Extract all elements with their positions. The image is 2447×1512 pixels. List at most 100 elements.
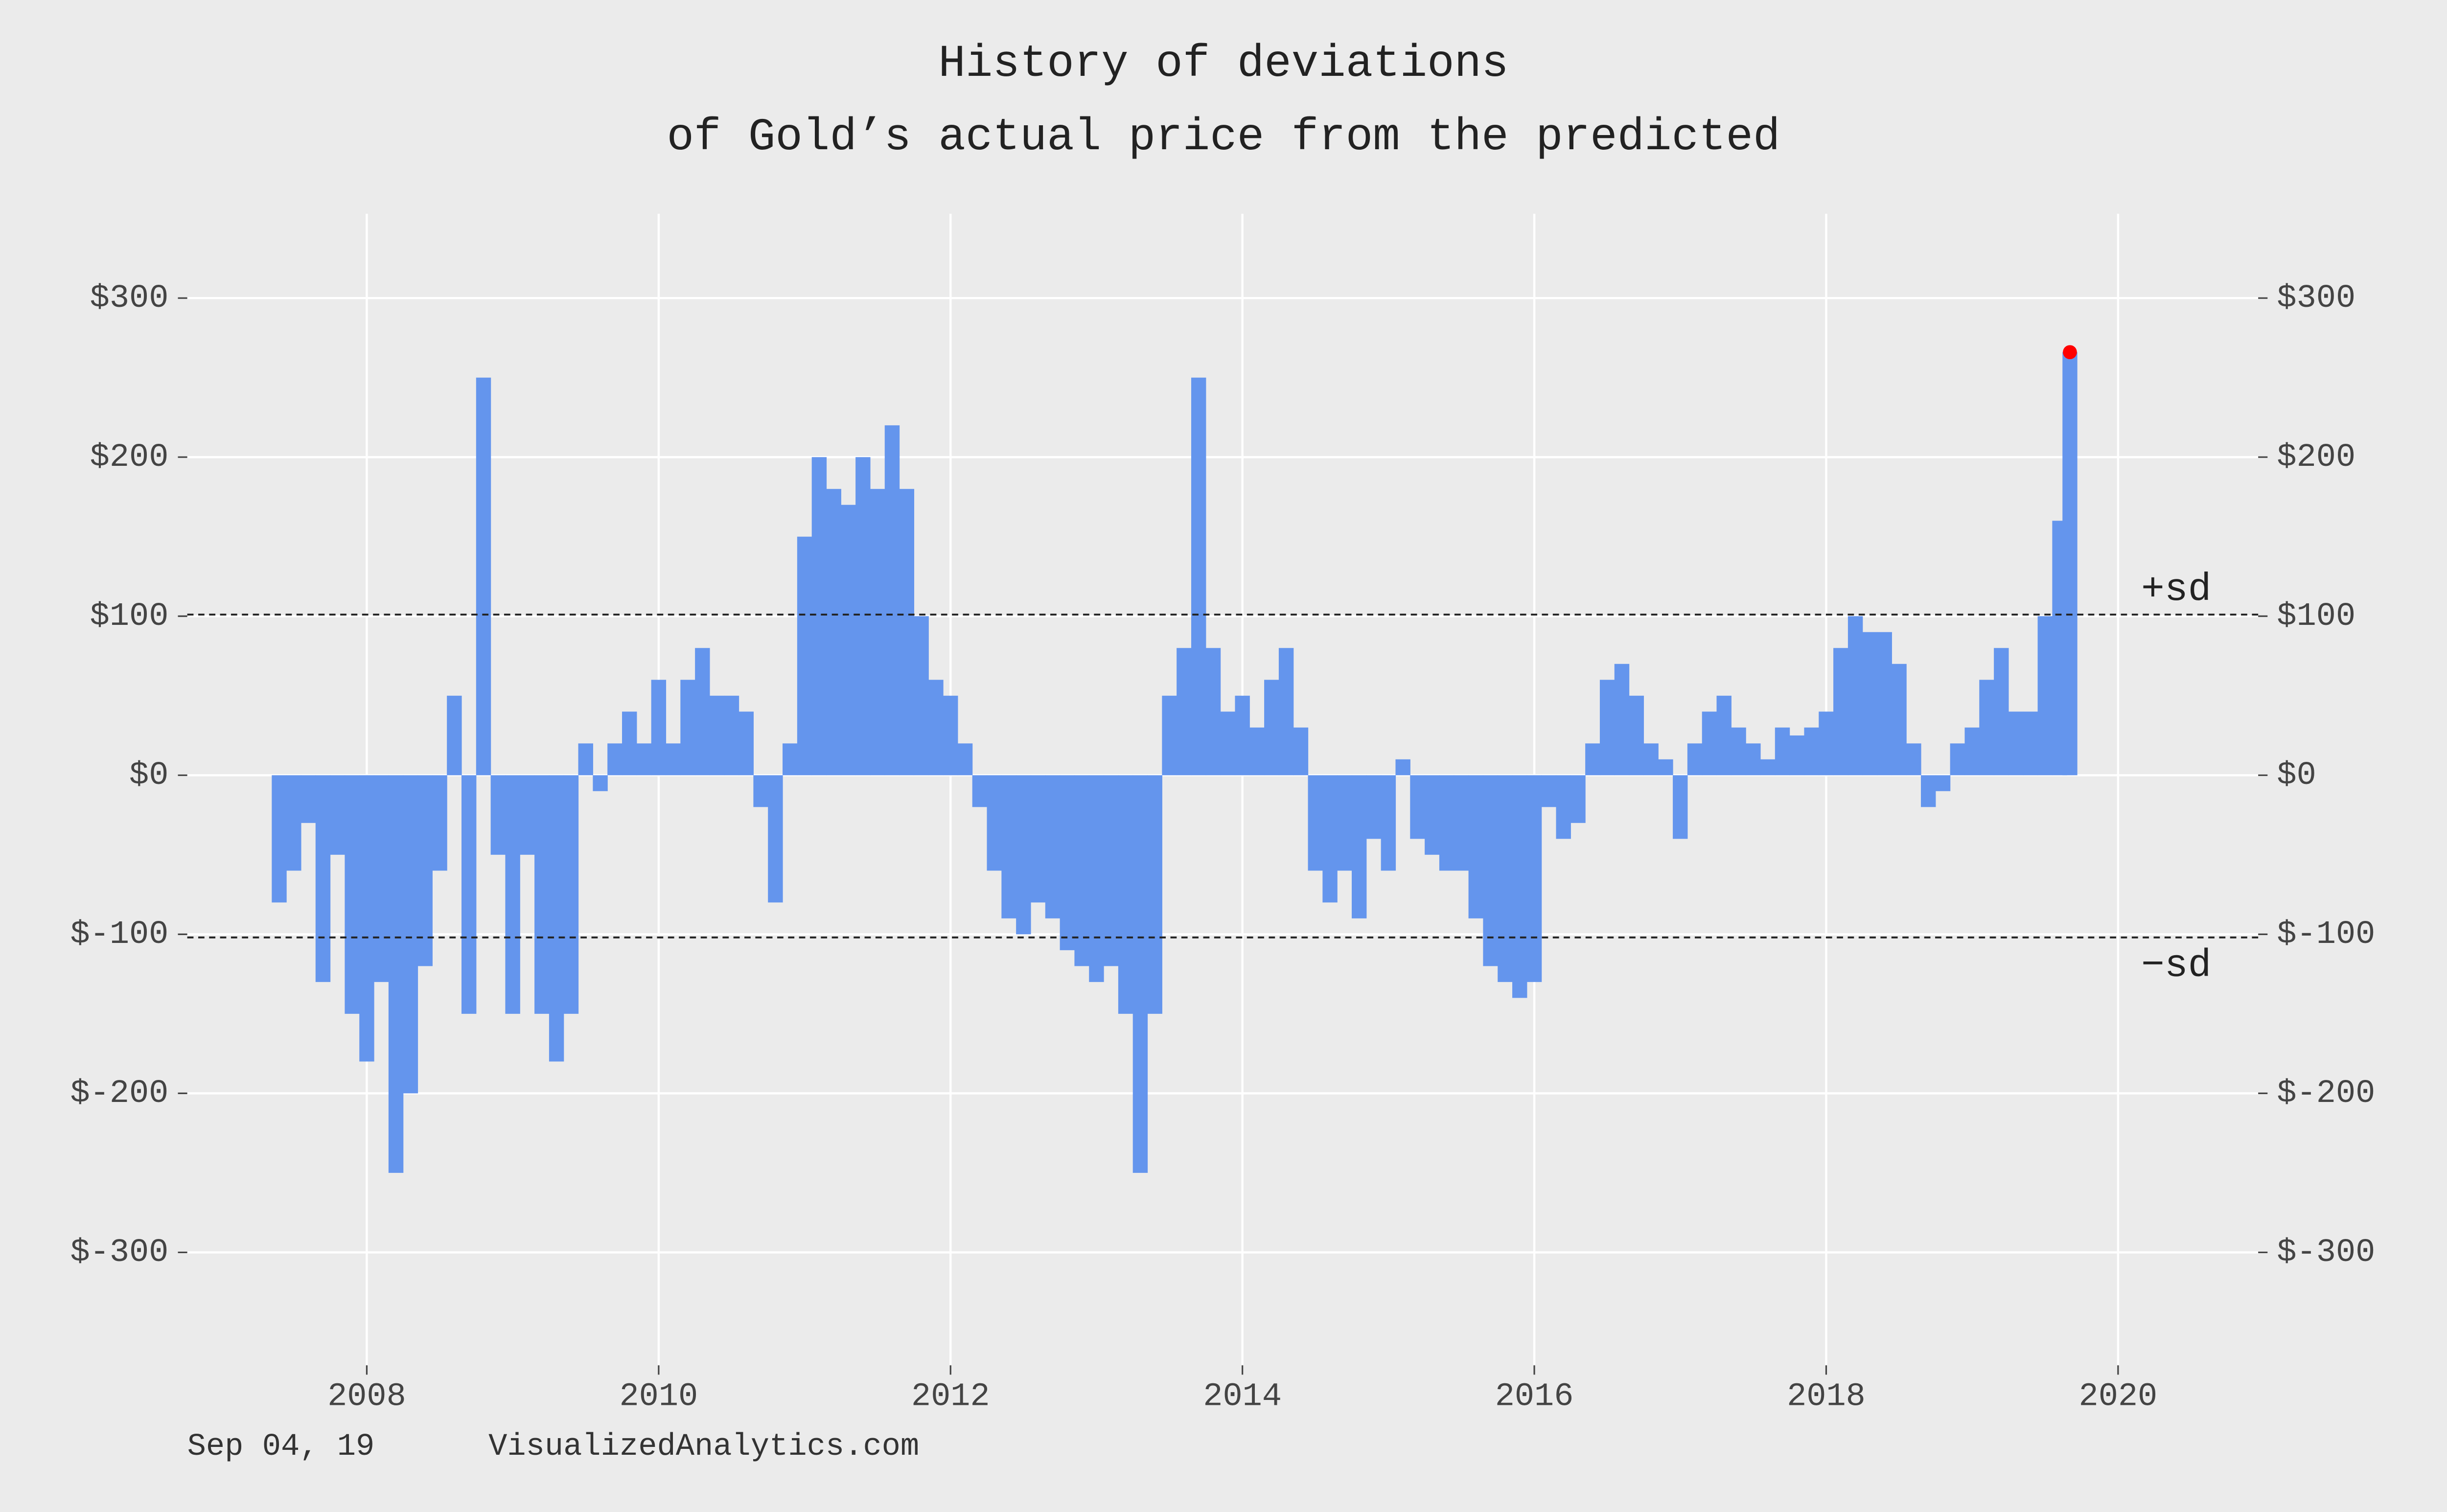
chart-subtitle: of Gold’s actual price from the predicte… <box>667 112 1780 163</box>
bar <box>505 775 520 1014</box>
bar <box>1191 377 1206 776</box>
bar <box>841 504 856 776</box>
bar <box>1074 775 1089 966</box>
bar <box>1264 680 1279 776</box>
y-tick-label: $0 <box>129 757 168 794</box>
x-tick-label: 2016 <box>1495 1378 1574 1416</box>
bar <box>520 775 535 855</box>
bar <box>1060 775 1075 950</box>
x-tick-label: 2018 <box>1787 1378 1866 1416</box>
bar <box>1804 727 1819 776</box>
bar <box>1526 775 1542 982</box>
bar <box>1906 743 1921 776</box>
bar <box>1585 743 1600 776</box>
bar <box>1687 743 1703 776</box>
x-tick-label: 2010 <box>619 1378 698 1416</box>
bar <box>943 695 958 776</box>
footer-date: Sep 04, 19 <box>187 1429 375 1465</box>
bar <box>1570 775 1586 823</box>
bar <box>1877 632 1892 776</box>
bar <box>461 775 477 1014</box>
bar <box>359 775 374 1062</box>
bar <box>1045 775 1061 918</box>
bar <box>709 695 725 776</box>
bar <box>1892 664 1907 776</box>
bar <box>783 743 798 776</box>
y-tick-label: $-100 <box>70 916 168 953</box>
bar <box>476 377 491 776</box>
bar <box>928 680 944 776</box>
bar <box>1235 695 1250 776</box>
bar <box>695 648 710 776</box>
bar <box>1716 695 1731 776</box>
bar <box>1337 775 1352 871</box>
bar <box>855 457 871 776</box>
bar <box>957 743 973 776</box>
y-tick-label: $200 <box>90 439 169 476</box>
reference-label: −sd <box>2141 943 2212 987</box>
bar <box>1731 727 1746 776</box>
bar <box>914 616 929 776</box>
last-point <box>2063 345 2077 360</box>
bar <box>651 680 667 776</box>
y2-tick-label: $-300 <box>2277 1234 2375 1271</box>
bar <box>607 743 623 776</box>
bar <box>2008 711 2024 776</box>
bar <box>286 775 301 871</box>
bar <box>622 711 637 776</box>
bar <box>1629 695 1644 776</box>
bar <box>1994 648 2009 776</box>
bar <box>797 536 812 776</box>
bar <box>884 425 900 776</box>
bar <box>739 711 754 776</box>
bar <box>1643 743 1659 776</box>
bar <box>1308 775 1323 871</box>
footer-source: VisualizedAnalytics.com <box>488 1429 919 1465</box>
bar <box>1322 775 1338 903</box>
bar <box>447 695 462 776</box>
bar <box>2062 352 2078 776</box>
y2-tick-label: $300 <box>2277 280 2355 317</box>
bar <box>2023 711 2038 776</box>
bar <box>1220 711 1236 776</box>
bar <box>1483 775 1498 966</box>
bar <box>1395 759 1410 776</box>
bar <box>1425 775 1440 855</box>
bar <box>549 775 564 1062</box>
bar <box>345 775 360 1014</box>
bar <box>1468 775 1483 918</box>
reference-label: +sd <box>2141 568 2212 612</box>
bar <box>432 775 447 871</box>
bar <box>826 489 841 776</box>
bar <box>1030 775 1046 903</box>
bar <box>1512 775 1527 998</box>
y-tick-label: $-200 <box>70 1075 168 1112</box>
bar <box>1162 695 1177 776</box>
bar <box>1439 775 1454 871</box>
bar <box>1819 711 1834 776</box>
bar <box>1599 680 1615 776</box>
bar <box>1410 775 1425 839</box>
bar <box>1381 775 1396 871</box>
y-tick-label: $300 <box>90 280 169 317</box>
bar <box>768 775 783 903</box>
bar <box>636 743 652 776</box>
bar <box>563 775 579 1014</box>
bar <box>680 680 695 776</box>
bar <box>1016 775 1031 935</box>
x-tick-label: 2014 <box>1203 1378 1282 1416</box>
bar <box>1089 775 1104 982</box>
bar <box>1001 775 1016 918</box>
bar <box>1498 775 1513 982</box>
bar <box>1950 743 1965 776</box>
bar <box>1132 775 1148 1173</box>
y2-tick-label: $0 <box>2277 757 2316 794</box>
bar <box>1249 727 1265 776</box>
bar <box>1366 775 1382 839</box>
bar <box>1775 727 1790 776</box>
bar <box>811 457 827 776</box>
bar <box>1979 680 1994 776</box>
bar <box>1205 648 1221 776</box>
bar <box>272 775 287 903</box>
